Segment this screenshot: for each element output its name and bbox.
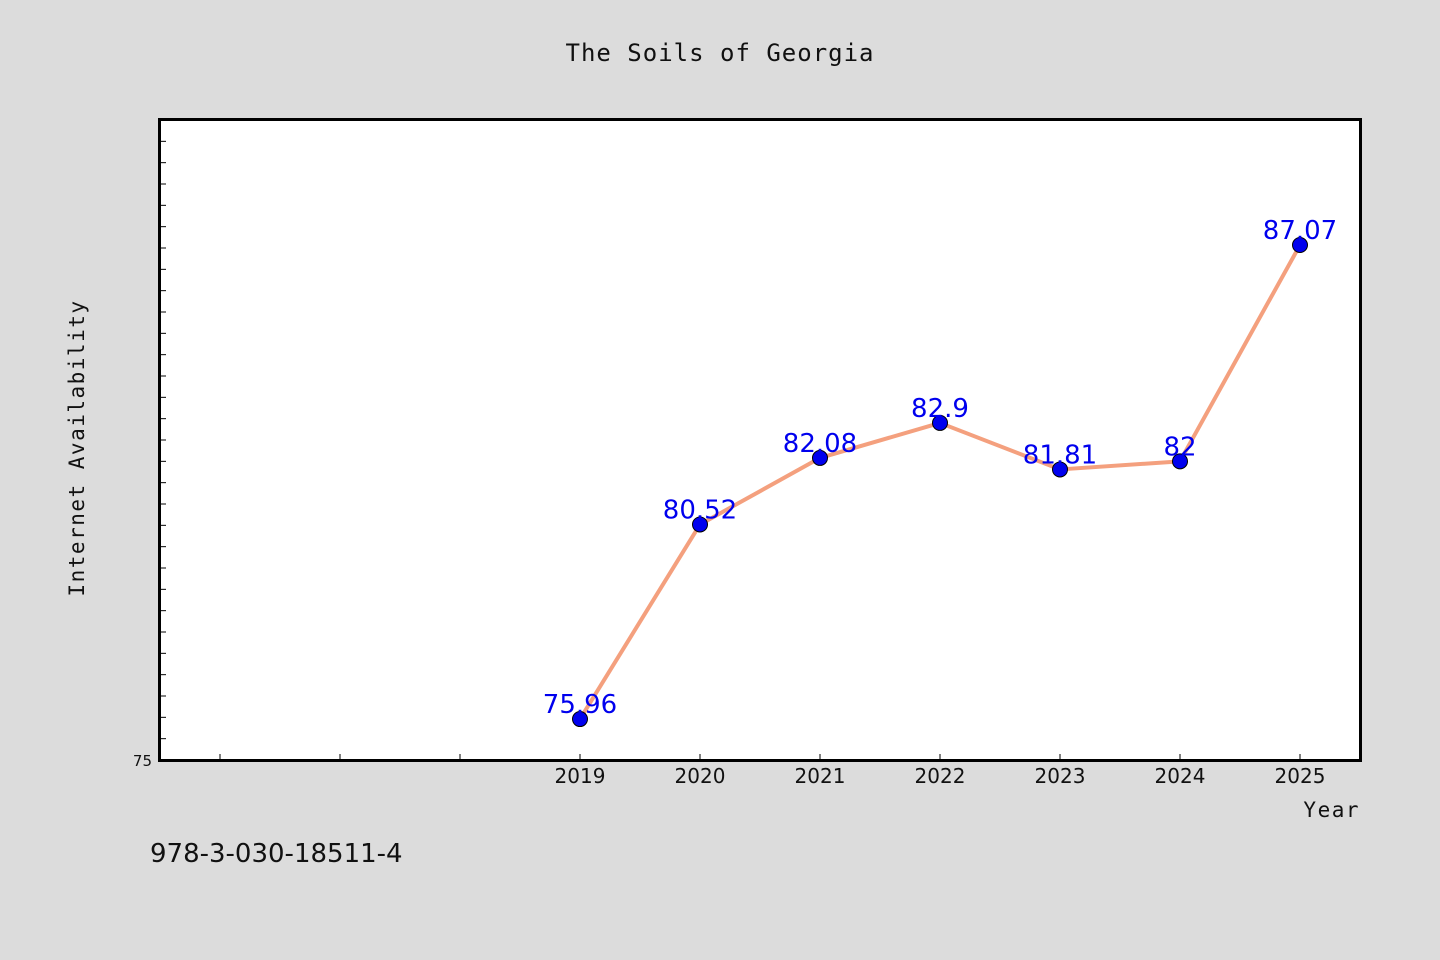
x-tick-labels: 2019 2020 2021 2022 2023 2024 2025 bbox=[555, 764, 1326, 788]
y-axis-ticks bbox=[160, 140, 166, 740]
data-point bbox=[1292, 237, 1308, 254]
y-axis-label: Internet Availability bbox=[65, 299, 89, 596]
data-point bbox=[572, 711, 588, 728]
x-axis-label: Year bbox=[1303, 798, 1360, 822]
plot-area bbox=[158, 118, 1362, 762]
x-tick-label: 2025 bbox=[1275, 764, 1326, 788]
x-tick-label: 2021 bbox=[795, 764, 846, 788]
data-point bbox=[692, 516, 708, 533]
x-tick-label: 2022 bbox=[915, 764, 966, 788]
x-tick-label: 2020 bbox=[675, 764, 726, 788]
series-markers bbox=[572, 237, 1308, 728]
data-label: 87.07 bbox=[1263, 216, 1337, 246]
data-point bbox=[932, 414, 948, 431]
x-tick-label: 2024 bbox=[1155, 764, 1206, 788]
data-label: 75.96 bbox=[543, 690, 617, 720]
x-axis-ticks bbox=[219, 754, 1301, 760]
data-labels: 75.96 80.52 82.08 82.9 81.81 82 87.07 bbox=[543, 216, 1337, 720]
data-label: 80.52 bbox=[663, 495, 737, 525]
isbn-footer: 978-3-030-18511-4 bbox=[150, 839, 403, 869]
data-point bbox=[1052, 461, 1068, 478]
data-label: 82 bbox=[1163, 432, 1196, 462]
data-point bbox=[812, 449, 828, 466]
y-tick-label: 75 bbox=[133, 752, 152, 770]
x-tick-label: 2019 bbox=[555, 764, 606, 788]
chart-title: The Soils of Georgia bbox=[566, 39, 875, 67]
x-tick-label: 2023 bbox=[1035, 764, 1086, 788]
data-label: 82.08 bbox=[783, 429, 857, 459]
data-label: 82.9 bbox=[911, 394, 969, 424]
data-label: 81.81 bbox=[1023, 440, 1097, 470]
data-point bbox=[1172, 453, 1188, 470]
